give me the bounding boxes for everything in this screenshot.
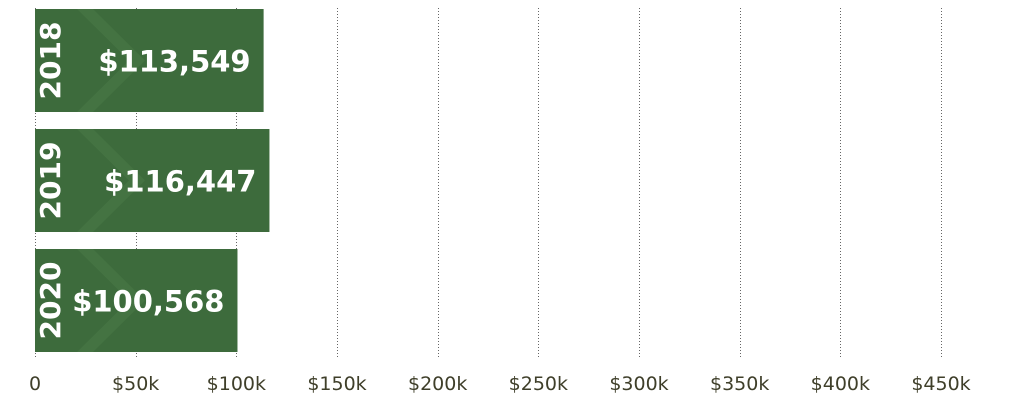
x-tick-label-8: $400k <box>811 373 870 395</box>
bar-accent-2018 <box>77 9 145 112</box>
x-tick-label-0: 0 <box>29 373 41 395</box>
bar-group-2020: 2020 $100,568 <box>34 249 238 352</box>
x-tick-label-2: $100k <box>207 373 266 395</box>
bars: 2018 $113,549 2019 $116,447 2020 $100,568 <box>34 9 270 352</box>
x-tick-label-4: $200k <box>408 373 467 395</box>
category-label-2020: 2020 <box>34 262 67 340</box>
x-tick-label-9: $450k <box>911 373 970 395</box>
bar-2018 <box>35 9 264 112</box>
data-label-2020: $100,568 <box>72 285 224 319</box>
x-axis-ticks: 0 $50k $100k $150k $200k $250k $300k $350k $400k… <box>29 373 971 395</box>
category-label-2019: 2019 <box>34 142 67 220</box>
x-tick-label-3: $150k <box>307 373 366 395</box>
x-tick-label-1: $50k <box>112 373 159 395</box>
x-tick-label-6: $300k <box>609 373 668 395</box>
bar-accent-2020 <box>77 249 145 352</box>
category-label-2018: 2018 <box>34 22 67 100</box>
bar-group-2019: 2019 $116,447 <box>34 129 270 232</box>
x-tick-label-7: $350k <box>710 373 769 395</box>
data-label-2019: $116,447 <box>104 165 256 199</box>
data-label-2018: $113,549 <box>98 45 250 79</box>
bar-accent-2019 <box>77 129 145 232</box>
bar-2019 <box>35 129 270 232</box>
x-tick-label-5: $250k <box>509 373 568 395</box>
bar-group-2018: 2018 $113,549 <box>34 9 264 112</box>
